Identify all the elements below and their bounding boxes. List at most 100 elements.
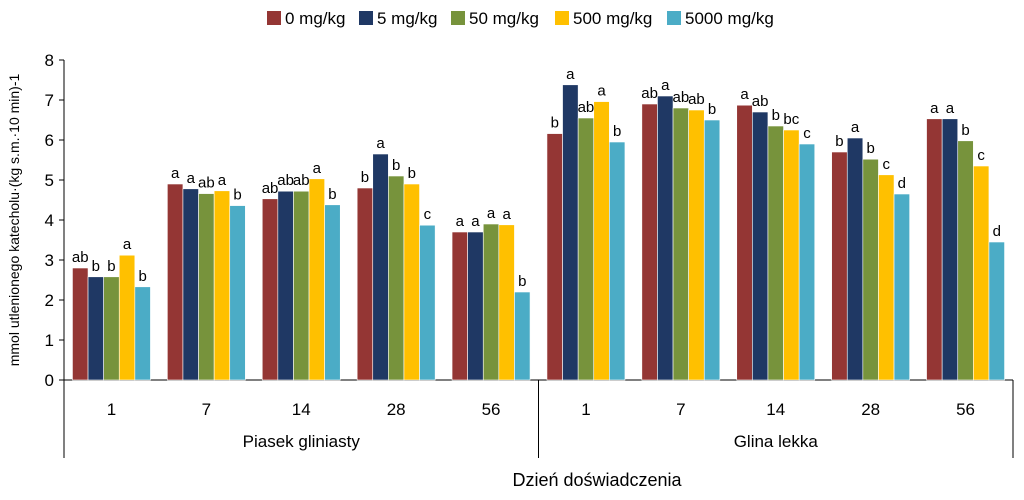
- bar: [451, 231, 468, 381]
- chart-bars: [72, 84, 1005, 381]
- legend-label: 500 mg/kg: [573, 9, 652, 28]
- bar: [167, 183, 184, 381]
- x-tick-label: 56: [482, 400, 501, 419]
- bar: [277, 190, 294, 381]
- bar: [324, 204, 341, 381]
- y-tick-label: 5: [45, 171, 54, 190]
- bar: [672, 107, 689, 381]
- bar: [308, 178, 325, 381]
- bar: [198, 193, 215, 381]
- legend-label: 50 mg/kg: [469, 9, 539, 28]
- significance-letter: b: [107, 258, 115, 275]
- significance-letter: b: [138, 268, 146, 285]
- significance-letter: a: [187, 170, 196, 187]
- significance-letter: b: [518, 273, 526, 290]
- bar: [688, 109, 705, 381]
- y-tick-label: 2: [45, 291, 54, 310]
- bar: [846, 137, 864, 381]
- bar: [134, 286, 151, 381]
- legend-swatch: [451, 11, 465, 25]
- significance-letter: a: [566, 66, 575, 83]
- significance-letter: b: [328, 186, 336, 203]
- x-tick-label: 56: [956, 400, 975, 419]
- legend-swatch: [267, 11, 281, 25]
- legend-label: 5 mg/kg: [377, 9, 437, 28]
- bar: [467, 231, 484, 381]
- significance-letter: d: [993, 223, 1001, 240]
- significance-letter: ab: [262, 180, 279, 197]
- bar: [783, 129, 800, 381]
- bar: [657, 95, 674, 381]
- bar: [356, 187, 374, 381]
- significance-letter: b: [961, 122, 969, 139]
- significance-letter: b: [233, 187, 241, 204]
- significance-letter: b: [613, 123, 621, 140]
- bar: [878, 174, 895, 381]
- bar: [103, 276, 120, 381]
- legend-item: 0 mg/kg: [267, 9, 345, 28]
- significance-letter: a: [456, 213, 465, 230]
- legend-item: 500 mg/kg: [555, 9, 652, 28]
- significance-letter: ab: [673, 89, 690, 106]
- x-tick-label: 7: [202, 400, 211, 419]
- significance-letter: a: [740, 86, 749, 103]
- bar: [641, 103, 658, 381]
- significance-letter: a: [376, 135, 385, 152]
- bar: [87, 276, 104, 381]
- group-label: Piasek gliniasty: [243, 432, 361, 451]
- significance-letter: a: [313, 160, 322, 177]
- significance-letter: a: [218, 172, 227, 189]
- significance-letter: ab: [277, 172, 294, 189]
- significance-letter: ab: [72, 249, 89, 266]
- legend-item: 5000 mg/kg: [667, 9, 774, 28]
- significance-letter: a: [502, 206, 511, 223]
- legend-item: 5 mg/kg: [359, 9, 437, 28]
- significance-letter: c: [424, 206, 432, 223]
- x-tick-label: 14: [292, 400, 311, 419]
- significance-letter: ab: [578, 99, 595, 116]
- bar: [893, 193, 910, 381]
- legend-swatch: [359, 11, 373, 25]
- bar: [703, 119, 721, 381]
- y-tick-label: 6: [45, 131, 54, 150]
- significance-letter: c: [977, 147, 985, 164]
- y-axis-label: mmol utlenionego katecholu·(kg s.m.·10 m…: [6, 74, 22, 367]
- bar: [957, 140, 974, 381]
- significance-letter: b: [866, 140, 874, 157]
- significance-letter: a: [597, 83, 606, 100]
- bar: [182, 188, 199, 381]
- legend-label: 0 mg/kg: [285, 9, 345, 28]
- chart-legend: 0 mg/kg 5 mg/kg 50 mg/kg 500 mg/kg 5000 mg/k…: [267, 9, 774, 28]
- significance-letter: b: [551, 115, 559, 132]
- significance-letter: a: [171, 165, 180, 182]
- bar: [498, 224, 515, 381]
- x-tick-label: 7: [676, 400, 685, 419]
- bar: [229, 205, 246, 381]
- x-tick-label: 1: [581, 400, 590, 419]
- significance-letter: c: [883, 156, 891, 173]
- bar: [403, 183, 420, 381]
- significance-letter: b: [708, 101, 716, 118]
- significance-letter: ab: [641, 85, 658, 102]
- significance-letter: b: [92, 258, 100, 275]
- bar: [736, 104, 753, 381]
- y-tick-label: 7: [45, 91, 54, 110]
- x-tick-label: 1: [107, 400, 116, 419]
- significance-letter: a: [930, 100, 939, 117]
- bar: [293, 190, 310, 381]
- bar: [261, 198, 279, 381]
- bar: [514, 291, 531, 381]
- significance-letter: ab: [752, 93, 769, 110]
- y-tick-label: 4: [45, 211, 54, 230]
- bar: [388, 175, 405, 381]
- legend-swatch: [555, 11, 569, 25]
- bar: [213, 190, 231, 381]
- significance-letter: a: [851, 119, 860, 136]
- bar: [941, 118, 959, 381]
- significance-letter: d: [898, 175, 906, 192]
- bar: [767, 125, 784, 381]
- bar: [419, 224, 436, 381]
- bar: [372, 153, 389, 381]
- significance-letter: ab: [293, 172, 310, 189]
